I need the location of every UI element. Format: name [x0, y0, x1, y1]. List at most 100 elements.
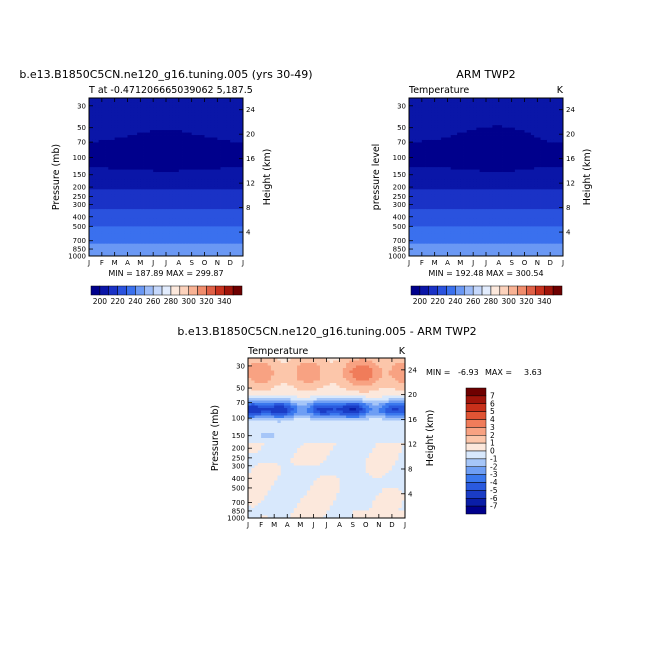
model-cell — [146, 130, 151, 133]
obs-cell — [489, 154, 493, 158]
obs-cell — [537, 147, 541, 151]
model-cell — [89, 122, 93, 126]
panel-model-colorbar: 200 220 240 260 280 300 320 340 — [90, 285, 243, 306]
obs-cell — [450, 149, 455, 153]
model-cell — [101, 169, 106, 173]
model-cell — [210, 144, 215, 148]
obs-cell — [466, 102, 471, 106]
model-cell — [185, 194, 189, 198]
obs-cell — [447, 147, 452, 151]
model-cell — [156, 251, 160, 254]
model-cell — [214, 154, 218, 158]
model-cell — [175, 147, 180, 151]
model-cell — [204, 144, 209, 148]
obs-cell — [463, 112, 468, 116]
model-cell — [156, 243, 160, 247]
obs-cell — [447, 142, 452, 146]
model-cell — [226, 194, 231, 198]
model-cell — [95, 169, 100, 173]
obs-cell — [473, 167, 477, 170]
obs-cell — [450, 125, 455, 129]
obs-cell — [463, 189, 468, 193]
obs-cell — [444, 177, 448, 180]
model-cell — [214, 98, 218, 101]
obs-cell — [534, 130, 538, 133]
obs-cell — [524, 147, 529, 151]
obs-cell — [460, 162, 464, 166]
obs-cell — [473, 186, 477, 190]
model-cell — [236, 251, 241, 254]
obs-cell — [505, 115, 509, 119]
model-cell — [188, 221, 193, 225]
model-cell — [159, 174, 164, 178]
model-cell — [162, 174, 167, 178]
model-cell — [140, 214, 144, 217]
model-cell — [130, 253, 135, 257]
model-cell — [210, 125, 215, 129]
model-cell — [226, 100, 231, 104]
model-cell — [137, 214, 141, 217]
model-cell — [233, 246, 237, 249]
model-cell — [178, 209, 183, 212]
obs-cell — [476, 162, 480, 166]
model-cell — [98, 100, 103, 104]
obs-cell — [425, 184, 429, 188]
model-cell — [98, 201, 103, 205]
model-cell — [153, 231, 157, 235]
obs-cell — [518, 154, 522, 158]
model-cell — [117, 243, 122, 247]
obs-cell — [479, 122, 484, 126]
obs-cell — [412, 132, 416, 136]
model-cell — [194, 211, 199, 215]
obs-cell — [540, 132, 545, 136]
model-cell — [89, 243, 93, 247]
model-cell — [172, 172, 177, 175]
model-cell — [217, 122, 221, 126]
model-cell — [92, 251, 96, 254]
obs-cell — [556, 132, 561, 136]
obs-cell — [492, 162, 497, 166]
model-cell — [185, 167, 189, 170]
model-cell — [121, 120, 125, 124]
obs-cell — [479, 149, 484, 153]
model-cell — [162, 117, 167, 121]
model-cell — [130, 98, 135, 101]
model-cell — [182, 206, 186, 210]
model-cell — [198, 100, 202, 104]
obs-cell — [521, 164, 525, 168]
model-cell — [188, 122, 193, 126]
obs-cell — [495, 177, 500, 180]
obs-cell — [543, 142, 548, 146]
model-cell — [230, 139, 234, 143]
model-cell — [156, 157, 160, 161]
obs-cell — [447, 159, 452, 163]
obs-cell — [498, 125, 503, 129]
model-cell — [143, 169, 148, 173]
obs-cell — [508, 152, 513, 156]
model-cell — [194, 139, 199, 143]
model-cell — [223, 169, 228, 173]
model-cell — [124, 177, 128, 180]
model-cell — [191, 139, 196, 143]
model-cell — [159, 231, 164, 235]
model-cell — [95, 248, 100, 252]
obs-cell — [453, 154, 458, 158]
model-cell — [239, 149, 244, 153]
model-cell — [114, 142, 119, 146]
model-cell — [166, 251, 170, 254]
model-cell — [111, 105, 116, 109]
model-cell — [111, 194, 116, 198]
model-cell — [185, 211, 189, 215]
model-cell — [230, 159, 234, 163]
model-cell — [105, 164, 109, 168]
obs-cell — [518, 142, 522, 146]
obs-cell — [437, 112, 442, 116]
model-cell — [153, 135, 157, 138]
model-cell — [111, 130, 116, 133]
obs-cell — [530, 144, 535, 148]
model-cell — [194, 233, 199, 237]
model-cell — [111, 137, 116, 141]
model-cell — [194, 186, 199, 190]
model-cell — [214, 137, 218, 141]
